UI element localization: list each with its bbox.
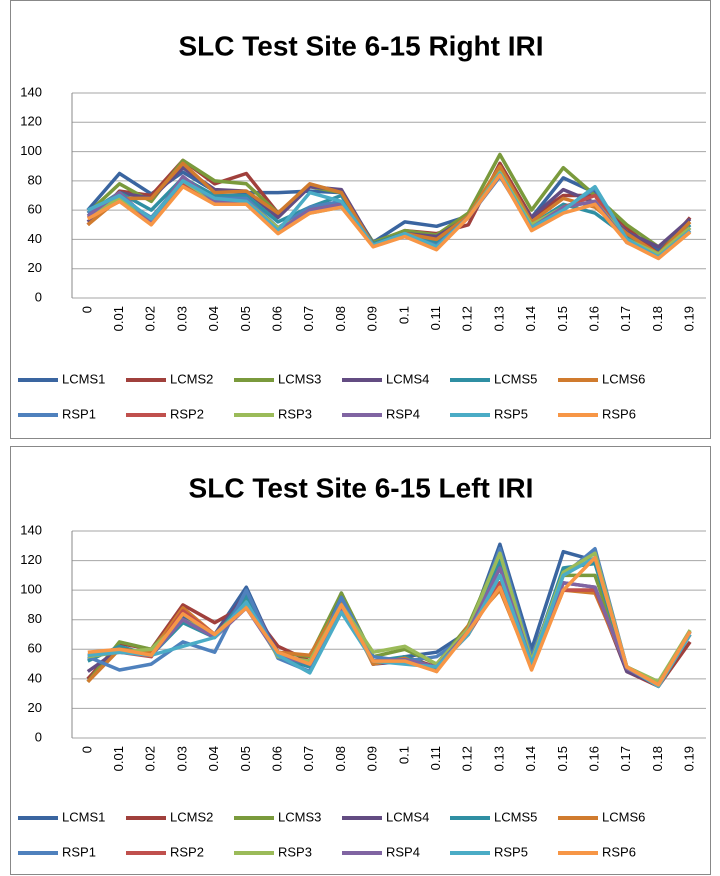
legend-label: LCMS3 <box>278 371 321 386</box>
legend-label: RSP4 <box>386 406 420 421</box>
x-tick-label: 0 <box>79 306 94 313</box>
x-tick-label: 0.1 <box>396 746 411 764</box>
legend-label: LCMS5 <box>494 371 537 386</box>
y-tick-label: 120 <box>20 114 42 129</box>
x-tick-label: 0.19 <box>682 306 697 331</box>
legend-label: RSP3 <box>278 406 312 421</box>
legend-label: RSP1 <box>62 844 96 859</box>
x-tick-label: 0.02 <box>143 306 158 331</box>
x-tick-label: 0.05 <box>238 746 253 771</box>
x-tick-label: 0.16 <box>586 306 601 331</box>
series-line <box>86 173 692 261</box>
x-tick-label: 0.01 <box>111 306 126 331</box>
x-tick-label: 0.19 <box>682 746 697 771</box>
legend-label: LCMS6 <box>602 371 645 386</box>
y-tick-label: 40 <box>28 670 42 685</box>
x-tick-label: 0.03 <box>174 746 189 771</box>
y-tick-label: 40 <box>28 231 42 246</box>
legend-label: RSP2 <box>170 406 204 421</box>
legend-label: LCMS3 <box>278 809 321 824</box>
legend-label: LCMS5 <box>494 809 537 824</box>
x-tick-label: 0.09 <box>365 306 380 331</box>
chart-title: SLC Test Site 6-15 Right IRI <box>178 30 543 61</box>
x-tick-label: 0.06 <box>269 746 284 771</box>
legend-label: RSP6 <box>602 406 636 421</box>
x-tick-label: 0.12 <box>460 306 475 331</box>
x-tick-label: 0.12 <box>460 746 475 771</box>
legend-label: LCMS1 <box>62 371 105 386</box>
x-tick-label: 0.09 <box>365 746 380 771</box>
y-tick-label: 0 <box>35 289 42 304</box>
legend-label: LCMS4 <box>386 809 429 824</box>
x-tick-label: 0.14 <box>523 746 538 771</box>
x-tick-label: 0.08 <box>333 746 348 771</box>
chart-title: SLC Test Site 6-15 Left IRI <box>189 472 534 503</box>
chart-frame <box>10 446 711 875</box>
x-tick-label: 0.01 <box>111 746 126 771</box>
y-tick-label: 100 <box>20 582 42 597</box>
x-tick-label: 0.08 <box>333 306 348 331</box>
y-tick-label: 140 <box>20 522 42 537</box>
y-tick-label: 140 <box>20 84 42 99</box>
x-tick-label: 0.17 <box>618 306 633 331</box>
legend-label: RSP3 <box>278 844 312 859</box>
y-tick-label: 80 <box>28 611 42 626</box>
y-tick-label: 20 <box>28 700 42 715</box>
legend-label: LCMS6 <box>602 809 645 824</box>
x-tick-label: 0.18 <box>650 746 665 771</box>
legend-label: LCMS1 <box>62 809 105 824</box>
x-tick-label: 0.11 <box>428 306 443 330</box>
legend-label: RSP5 <box>494 406 528 421</box>
y-tick-label: 60 <box>28 641 42 656</box>
x-tick-label: 0.13 <box>491 306 506 331</box>
y-tick-label: 60 <box>28 202 42 217</box>
legend-label: RSP1 <box>62 406 96 421</box>
legend-label: RSP2 <box>170 844 204 859</box>
legend-label: RSP5 <box>494 844 528 859</box>
x-tick-label: 0.03 <box>174 306 189 331</box>
x-tick-label: 0.07 <box>301 306 316 331</box>
x-tick-label: 0.04 <box>206 306 221 331</box>
x-tick-label: 0.15 <box>555 746 570 771</box>
y-tick-label: 20 <box>28 260 42 275</box>
x-tick-label: 0.04 <box>206 746 221 771</box>
y-tick-label: 100 <box>20 143 42 158</box>
x-tick-label: 0.17 <box>618 746 633 771</box>
legend-label: RSP4 <box>386 844 420 859</box>
y-tick-label: 80 <box>28 172 42 187</box>
y-tick-label: 120 <box>20 552 42 567</box>
legend-label: LCMS2 <box>170 809 213 824</box>
legend-label: LCMS2 <box>170 371 213 386</box>
x-tick-label: 0.18 <box>650 306 665 331</box>
x-tick-label: 0.16 <box>586 746 601 771</box>
series-line <box>87 171 692 259</box>
x-tick-label: 0.06 <box>269 306 284 331</box>
x-tick-label: 0.13 <box>491 746 506 771</box>
x-tick-label: 0 <box>79 746 94 753</box>
x-tick-label: 0.15 <box>555 306 570 331</box>
x-tick-label: 0.1 <box>396 306 411 324</box>
x-tick-label: 0.14 <box>523 306 538 331</box>
series-line <box>87 555 692 687</box>
x-tick-label: 0.02 <box>143 746 158 771</box>
x-tick-label: 0.07 <box>301 746 316 771</box>
x-tick-label: 0.11 <box>428 746 443 770</box>
legend-label: RSP6 <box>602 844 636 859</box>
y-tick-label: 0 <box>35 729 42 744</box>
legend-label: LCMS4 <box>386 371 429 386</box>
x-tick-label: 0.05 <box>238 306 253 331</box>
